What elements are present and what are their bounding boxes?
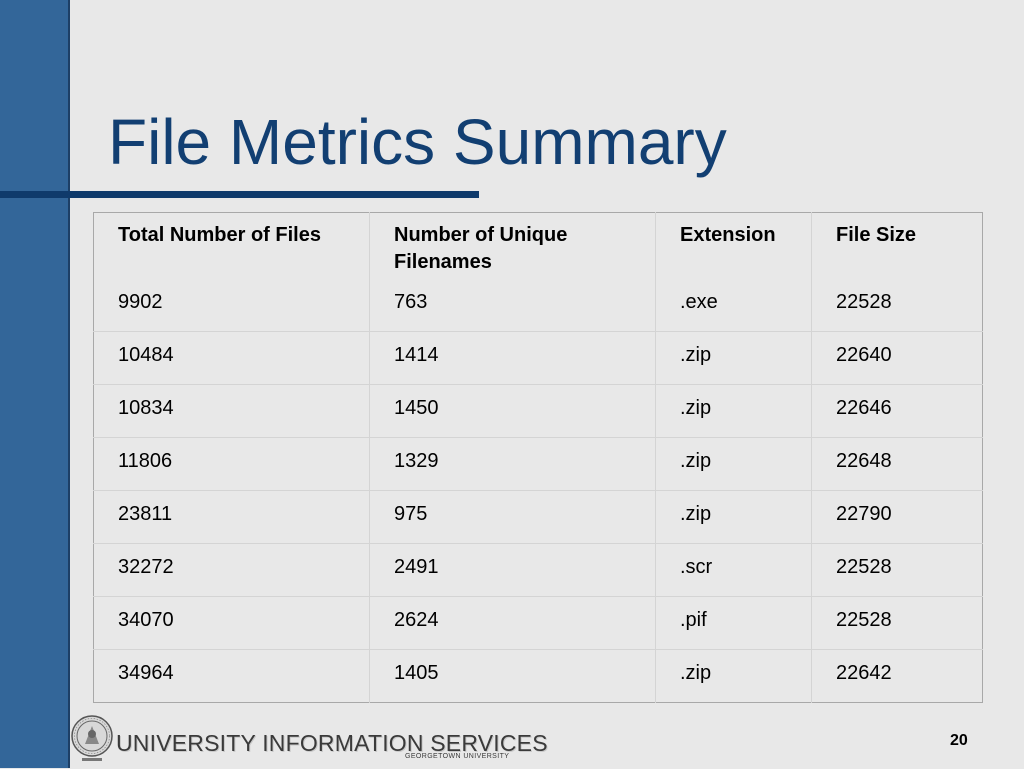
footer-brand-subtitle: GEORGETOWN UNIVERSITY: [405, 753, 510, 760]
table-row: 32272 2491 .scr 22528: [93, 543, 983, 597]
footer-brand-title: UNIVERSITY INFORMATION SERVICES: [116, 730, 548, 756]
cell-unique-filenames: 1329: [369, 437, 656, 491]
cell-extension: .zip: [655, 437, 812, 491]
cell-extension: .pif: [655, 596, 812, 650]
university-seal-icon: [70, 714, 114, 764]
cell-total-files: 34070: [93, 596, 370, 650]
header-file-size: File Size: [811, 212, 983, 279]
footer-brand: UNIVERSITY INFORMATION SERVICES GEORGETO…: [116, 731, 548, 761]
cell-extension: .zip: [655, 490, 812, 544]
cell-extension: .zip: [655, 331, 812, 385]
cell-file-size: 22528: [811, 279, 983, 332]
cell-unique-filenames: 1450: [369, 384, 656, 438]
table-row: 11806 1329 .zip 22648: [93, 437, 983, 491]
cell-extension: .zip: [655, 384, 812, 438]
cell-extension: .scr: [655, 543, 812, 597]
cell-file-size: 22790: [811, 490, 983, 544]
cell-file-size: 22640: [811, 331, 983, 385]
cell-unique-filenames: 1414: [369, 331, 656, 385]
cell-total-files: 34964: [93, 649, 370, 703]
table-row: 34070 2624 .pif 22528: [93, 596, 983, 650]
page-number: 20: [950, 732, 968, 749]
header-unique-filenames: Number of Unique Filenames: [369, 212, 656, 279]
cell-total-files: 10484: [93, 331, 370, 385]
cell-unique-filenames: 975: [369, 490, 656, 544]
cell-extension: .zip: [655, 649, 812, 703]
slide-title: File Metrics Summary: [108, 106, 727, 178]
cell-total-files: 11806: [93, 437, 370, 491]
cell-unique-filenames: 1405: [369, 649, 656, 703]
cell-total-files: 10834: [93, 384, 370, 438]
cell-unique-filenames: 2491: [369, 543, 656, 597]
cell-unique-filenames: 2624: [369, 596, 656, 650]
side-accent-bar: [0, 0, 70, 768]
title-underline: [0, 191, 479, 198]
metrics-table-container: Total Number of Files Number of Unique F…: [93, 212, 983, 703]
header-total-files: Total Number of Files: [118, 224, 321, 246]
cell-extension: .exe: [655, 279, 812, 332]
cell-file-size: 22642: [811, 649, 983, 703]
header-extension: Extension: [655, 212, 812, 279]
metrics-table: Total Number of Files Number of Unique F…: [93, 212, 983, 703]
cell-file-size: 22646: [811, 384, 983, 438]
table-header-row: Total Number of Files Number of Unique F…: [94, 212, 983, 279]
cell-file-size: 22528: [811, 543, 983, 597]
table-row: 10834 1450 .zip 22646: [93, 384, 983, 438]
table-row: 23811 975 .zip 22790: [93, 490, 983, 544]
cell-total-files: 23811: [93, 490, 370, 544]
table-row: 10484 1414 .zip 22640: [93, 331, 983, 385]
table-row: 9902 763 .exe 22528: [94, 279, 983, 332]
cell-total-files: 32272: [93, 543, 370, 597]
cell-total-files: 9902: [118, 291, 163, 313]
table-row: 34964 1405 .zip 22642: [93, 649, 983, 703]
cell-file-size: 22648: [811, 437, 983, 491]
cell-unique-filenames: 763: [369, 279, 656, 332]
cell-file-size: 22528: [811, 596, 983, 650]
